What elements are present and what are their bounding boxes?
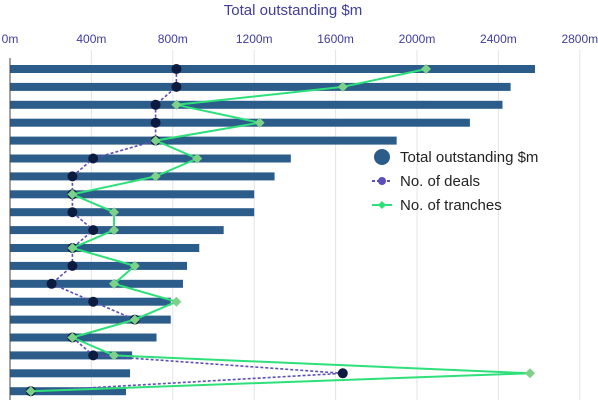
bar	[10, 190, 255, 199]
x-tick-label: 0m	[2, 32, 19, 46]
point	[88, 153, 99, 164]
bar	[10, 261, 188, 270]
x-tick-label: 2800m	[561, 32, 598, 46]
point	[46, 278, 57, 289]
point	[171, 64, 182, 74]
x-tick-label: 1200m	[236, 32, 273, 46]
line-series-2	[25, 64, 535, 397]
legend-swatch-marker	[378, 177, 386, 185]
bar	[10, 100, 503, 109]
point	[109, 278, 119, 289]
bar	[10, 315, 171, 324]
legend-item: No. of deals	[372, 173, 480, 190]
bar	[10, 244, 200, 252]
bar	[10, 82, 511, 91]
x-tick-labels: 0m 400m 800m 1200m 1600m 2000m 2400m 2800m	[2, 32, 598, 46]
point	[254, 117, 265, 128]
legend-swatch-marker	[378, 201, 386, 209]
legend-item: Total outstanding $m	[374, 149, 538, 166]
line-series	[25, 64, 535, 397]
bar	[10, 369, 131, 378]
point	[67, 171, 78, 182]
bar	[10, 387, 126, 396]
x-tick-label: 1600m	[317, 32, 354, 46]
legend-label: No. of tranches	[400, 197, 502, 214]
point	[67, 243, 78, 253]
bar	[10, 136, 397, 145]
point	[150, 117, 161, 128]
bar	[10, 172, 275, 181]
legend-label: Total outstanding $m	[400, 149, 538, 166]
point	[67, 332, 78, 343]
legend: Total outstanding $m No. of deals No. of t…	[372, 149, 538, 214]
point	[109, 225, 119, 236]
point	[129, 314, 140, 325]
bar	[10, 154, 291, 163]
point	[67, 260, 78, 271]
legend-item: No. of tranches	[372, 197, 502, 214]
point	[88, 225, 99, 236]
point	[171, 99, 182, 110]
point	[192, 153, 203, 164]
bar	[10, 118, 470, 127]
legend-label: No. of deals	[400, 173, 480, 190]
point	[25, 386, 36, 397]
bar	[10, 208, 255, 217]
bar	[10, 351, 133, 360]
point	[88, 296, 99, 307]
point	[421, 64, 431, 74]
x-tick-label: 2000m	[399, 32, 436, 46]
point	[337, 368, 348, 379]
point	[171, 296, 182, 307]
point	[67, 207, 78, 218]
bar	[10, 333, 157, 342]
point	[150, 171, 161, 182]
point	[109, 350, 119, 361]
point	[150, 135, 161, 146]
point	[150, 99, 161, 110]
point	[88, 350, 99, 361]
point	[109, 207, 119, 218]
bar	[10, 65, 536, 73]
point	[129, 260, 140, 271]
bar	[10, 279, 183, 288]
x-tick-label: 800m	[158, 32, 188, 46]
point	[337, 81, 348, 92]
legend-swatch	[374, 149, 390, 165]
x-tick-label: 2400m	[480, 32, 517, 46]
x-tick-label: 400m	[76, 32, 106, 46]
x-axis-title: Total outstanding $m	[224, 2, 362, 19]
point	[67, 189, 78, 200]
point	[171, 81, 182, 92]
point	[525, 368, 535, 379]
